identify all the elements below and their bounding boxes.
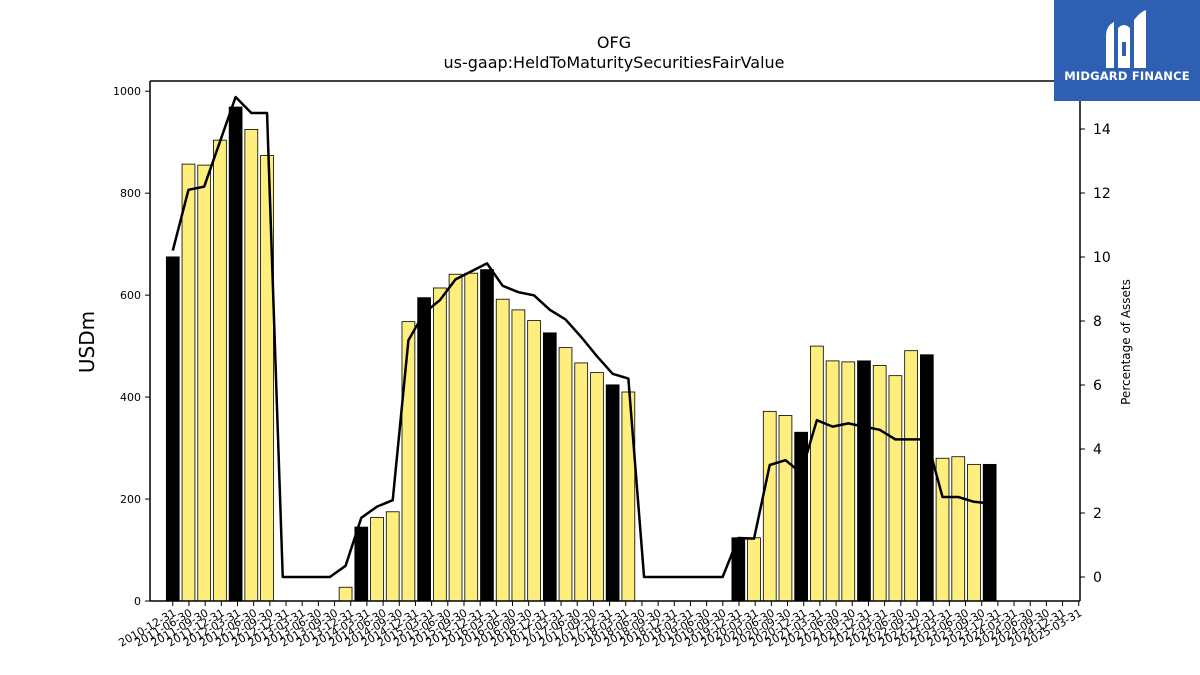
- x-ticks: 2010-12-312011-06-302011-09-302011-12-31…: [116, 601, 1084, 650]
- y-tick-label: 600: [120, 289, 141, 302]
- bar-2017-03-31: [558, 347, 573, 602]
- bar-2017-09-30: [590, 372, 604, 602]
- bar-2021-12-31: [857, 360, 871, 602]
- bar-2011-03-31: [181, 163, 196, 602]
- bar-2021-03-31: [810, 345, 824, 602]
- bar-2022-03-31: [872, 365, 887, 602]
- bar-2014-06-30: [385, 511, 400, 602]
- y-tick-label: 200: [120, 493, 141, 506]
- line-group: [171, 95, 990, 579]
- percentage-line: [171, 95, 990, 579]
- bar-2016-09-30: [527, 320, 541, 602]
- y-tick-label: 1000: [113, 85, 141, 98]
- bar-2014-03-31: [370, 516, 384, 602]
- bar-2014-12-31: [417, 297, 431, 602]
- y2-tick-label: 4: [1093, 442, 1102, 458]
- bar-2011-12-31: [228, 106, 243, 602]
- bar-group: [165, 106, 997, 602]
- bar-2017-12-31: [605, 384, 620, 602]
- bar-2016-03-31: [495, 298, 510, 602]
- y-tick-label: 400: [120, 391, 141, 404]
- bar-2010-12-31: [165, 256, 180, 602]
- bar-2015-09-30: [464, 272, 479, 602]
- bar-2013-12-31: [354, 526, 369, 602]
- y2-ticks: 0 2 4 6 8 10 12 14: [1080, 122, 1111, 586]
- bar-2020-06-30: [762, 410, 777, 602]
- bar-2011-09-30: [213, 139, 227, 602]
- y-tick-label: 0: [134, 595, 141, 608]
- y-ticks: 0 200 400 600 800 1000: [113, 85, 150, 608]
- bar-2023-09-30: [967, 463, 981, 602]
- bar-2022-12-31: [919, 354, 934, 602]
- brand-name: MIDGARD FINANCE: [1064, 69, 1190, 83]
- bar-2020-03-31: [747, 537, 761, 602]
- y2-tick-label: 12: [1093, 186, 1111, 202]
- y-axis-label: USDm: [75, 311, 99, 373]
- bar-2012-03-31: [244, 129, 259, 602]
- bar-2020-09-30: [778, 415, 793, 602]
- bar-2022-09-30: [904, 350, 918, 602]
- bar-2014-09-30: [401, 321, 416, 602]
- axes: [149, 80, 1081, 602]
- bar-2011-06-30: [197, 164, 212, 602]
- y2-tick-label: 0: [1093, 570, 1102, 586]
- y2-tick-label: 8: [1093, 314, 1102, 330]
- bar-2017-06-30: [574, 362, 589, 602]
- bar-2016-12-31: [542, 332, 557, 602]
- bar-2015-12-31: [480, 269, 494, 602]
- chart-title: OFG: [597, 33, 631, 52]
- bar-2023-12-31: [982, 463, 997, 602]
- bar-2015-06-30: [448, 273, 463, 602]
- chart-subtitle: us-gaap:HeldToMaturitySecuritiesFairValu…: [443, 53, 784, 72]
- bar-2021-09-30: [841, 361, 856, 602]
- brand-logo: MIDGARD FINANCE: [1054, 0, 1200, 101]
- y2-tick-label: 14: [1093, 122, 1111, 138]
- bar-2016-06-30: [511, 309, 526, 602]
- bar-2021-06-30: [825, 360, 840, 602]
- bar-2015-03-31: [432, 287, 447, 602]
- y2-tick-label: 6: [1093, 378, 1102, 394]
- y2-tick-label: 2: [1093, 506, 1102, 522]
- midgard-logo-icon: [1106, 10, 1146, 68]
- y-tick-label: 800: [120, 187, 141, 200]
- bar-2013-09-30: [338, 586, 353, 602]
- bar-2023-06-30: [951, 456, 966, 602]
- y2-tick-label: 10: [1093, 250, 1111, 266]
- y2-axis-label: Percentage of Assets: [1119, 279, 1133, 405]
- bar-2022-06-30: [888, 375, 903, 602]
